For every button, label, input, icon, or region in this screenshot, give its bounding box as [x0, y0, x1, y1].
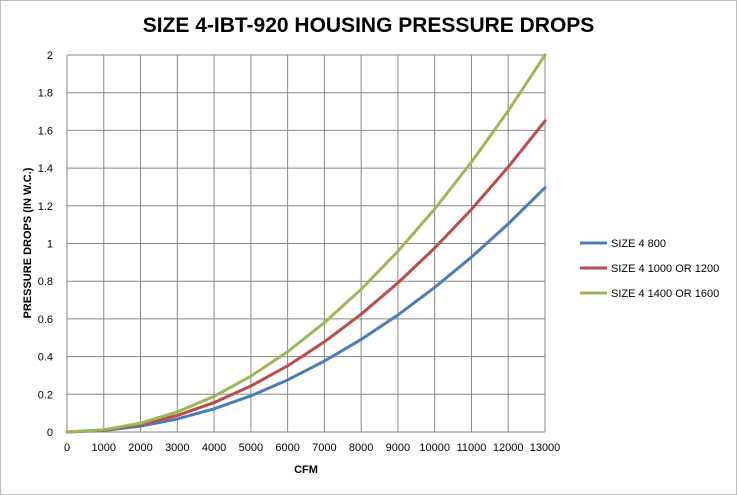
- x-tick-label: 2000: [128, 442, 152, 454]
- x-tick-label: 8000: [349, 442, 373, 454]
- x-tick-label: 5000: [239, 442, 263, 454]
- x-tick-label: 13000: [530, 442, 561, 454]
- legend-label-1: SIZE 4 800: [611, 238, 666, 250]
- x-tick-label: 1000: [92, 442, 116, 454]
- legend-label-2: SIZE 4 1000 OR 1200: [611, 263, 719, 275]
- chart-title: SIZE 4-IBT-920 HOUSING PRESSURE DROPS: [142, 14, 595, 37]
- x-tick-label: 10000: [419, 442, 450, 454]
- x-tick-label: 12000: [493, 442, 524, 454]
- series-line-2: [65, 119, 547, 434]
- x-tick-label: 6000: [275, 442, 299, 454]
- x-tick-label: 11000: [457, 442, 487, 454]
- series-lines: [65, 53, 547, 434]
- series-line-3: [65, 53, 547, 434]
- y-tick-label: 0.4: [38, 352, 53, 364]
- x-tick-label: 9000: [386, 442, 410, 454]
- y-axis-ticks: 0 0.2 0.4 0.6 0.8 1 1.2 1.4 1.6 1.8 2: [38, 50, 53, 439]
- x-axis-ticks: 0 1000 2000 3000 4000 5000 6000 7000 8000 9000 100…: [64, 442, 560, 454]
- y-tick-label: 0.6: [38, 314, 53, 326]
- y-tick-label: 1.2: [38, 201, 53, 213]
- legend-label-3: SIZE 4 1400 OR 1600: [611, 288, 719, 300]
- x-tick-label: 7000: [312, 442, 336, 454]
- y-tick-label: 0.2: [38, 389, 53, 401]
- y-tick-label: 0: [47, 427, 53, 439]
- x-tick-label: 0: [64, 442, 70, 454]
- y-tick-label: 1.8: [38, 88, 53, 100]
- x-axis-title: CFM: [294, 464, 318, 476]
- y-tick-label: 2: [47, 50, 53, 62]
- y-tick-label: 0.8: [38, 276, 53, 288]
- x-tick-label: 4000: [202, 442, 226, 454]
- y-tick-label: 1: [47, 239, 53, 251]
- legend: SIZE 4 800 SIZE 4 1000 OR 1200 SIZE 4 1400…: [580, 238, 719, 300]
- y-tick-label: 1.6: [38, 125, 53, 137]
- y-tick-label: 1.4: [38, 163, 53, 175]
- y-axis-title: PRESSURE DROPS (IN W.C.): [22, 167, 34, 318]
- grid: [66, 54, 546, 433]
- x-tick-label: 3000: [165, 442, 189, 454]
- series-line-1: [65, 186, 547, 434]
